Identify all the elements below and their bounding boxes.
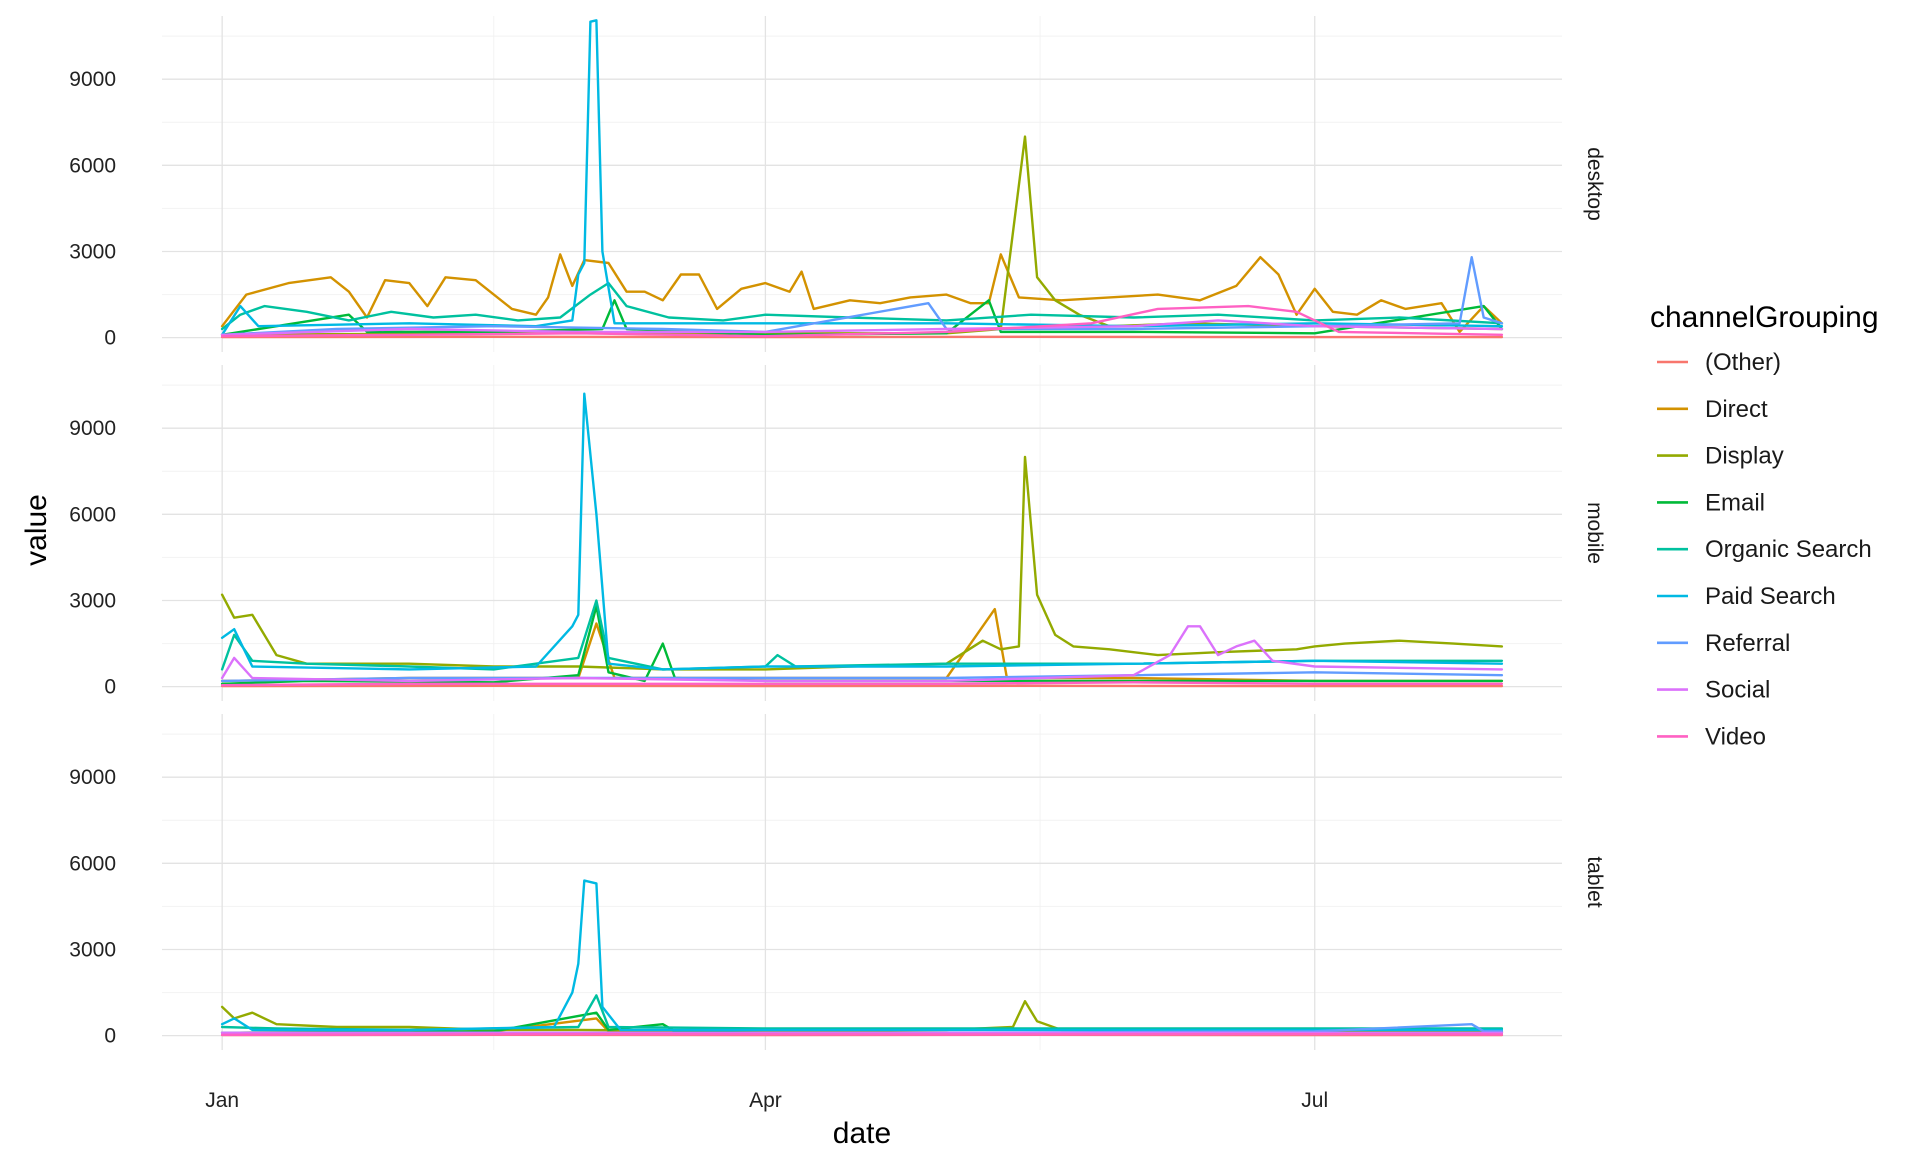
chart-panels: 0300060009000desktop0300060009000mobile0… xyxy=(69,16,1606,1050)
series-line-organic-search xyxy=(220,994,1504,1032)
y-tick-label: 6000 xyxy=(69,852,116,875)
series-line-referral xyxy=(220,671,1504,683)
legend-item-paid-search: Paid Search xyxy=(1657,583,1836,610)
series-line-organic-search xyxy=(220,281,1504,331)
y-tick-label: 6000 xyxy=(69,503,116,526)
y-tick-label: 9000 xyxy=(69,68,116,91)
facet-label-tablet: tablet xyxy=(1583,856,1606,908)
x-axis-title: date xyxy=(833,1117,891,1150)
y-tick-label: 0 xyxy=(104,676,116,699)
legend-item-video: Video xyxy=(1657,723,1766,750)
legend-item-referral: Referral xyxy=(1657,630,1790,657)
legend-label: Social xyxy=(1705,677,1770,704)
y-tick-label: 3000 xyxy=(69,589,116,612)
legend-item-email: Email xyxy=(1657,489,1765,516)
series-line-paid-search xyxy=(220,392,1504,671)
panel-tablet: 0 3000 6000 9000 tablet xyxy=(69,714,1606,1050)
series-line-email xyxy=(220,605,1504,685)
series-line-display xyxy=(220,1000,1504,1033)
legend-label: Display xyxy=(1705,443,1784,470)
series-line-display xyxy=(220,455,1504,671)
series-line-paid-search xyxy=(220,19,1504,336)
legend-item-display: Display xyxy=(1657,443,1784,470)
legend-label: Email xyxy=(1705,489,1765,516)
legend-item-other: (Other) xyxy=(1657,349,1781,376)
series-line-social xyxy=(220,319,1504,336)
legend-item-social: Social xyxy=(1657,677,1770,704)
legend-label: Organic Search xyxy=(1705,536,1872,563)
legend-label: (Other) xyxy=(1705,349,1781,376)
x-axis-tick-labels: Jan Apr Jul xyxy=(205,1089,1328,1112)
y-tick-label: 9000 xyxy=(69,417,116,440)
facet-label-mobile: mobile xyxy=(1583,502,1606,564)
legend-label: Referral xyxy=(1705,630,1790,657)
series-line-video xyxy=(220,1032,1504,1037)
legend-item-organic-search: Organic Search xyxy=(1657,536,1872,563)
y-tick-label: 3000 xyxy=(69,240,116,263)
x-tick-label: Jul xyxy=(1301,1089,1328,1112)
panel-mobile: 0 3000 6000 9000 mobile xyxy=(69,365,1606,701)
legend-title: channelGrouping xyxy=(1650,301,1879,334)
series-line-display xyxy=(220,135,1504,336)
legend: channelGrouping (Other) Direct Display Emai… xyxy=(1650,301,1879,750)
series-line-paid-search xyxy=(220,879,1504,1032)
series-line-video xyxy=(220,681,1504,687)
series-line-email xyxy=(220,299,1504,336)
legend-items: (Other) Direct Display Email Organic Search P… xyxy=(1657,349,1872,750)
y-tick-label: 6000 xyxy=(69,154,116,177)
x-tick-label: Jan xyxy=(205,1089,239,1112)
y-axis-title: value xyxy=(20,494,53,566)
y-tick-label: 9000 xyxy=(69,766,116,789)
legend-label: Paid Search xyxy=(1705,583,1836,610)
x-tick-label: Apr xyxy=(749,1089,782,1112)
series-line-organic-search xyxy=(220,599,1504,671)
series-line-social xyxy=(220,625,1504,683)
series-line-direct xyxy=(220,253,1504,334)
y-tick-label: 3000 xyxy=(69,938,116,961)
legend-label: Direct xyxy=(1705,396,1768,423)
facet-label-desktop: desktop xyxy=(1583,147,1606,221)
legend-label: Video xyxy=(1705,723,1766,750)
legend-item-direct: Direct xyxy=(1657,396,1768,423)
y-tick-label: 0 xyxy=(104,1025,116,1048)
y-tick-label: 0 xyxy=(104,327,116,350)
panel-desktop: 0 3000 6000 9000 desktop xyxy=(69,16,1606,352)
series-line-video xyxy=(220,304,1504,338)
